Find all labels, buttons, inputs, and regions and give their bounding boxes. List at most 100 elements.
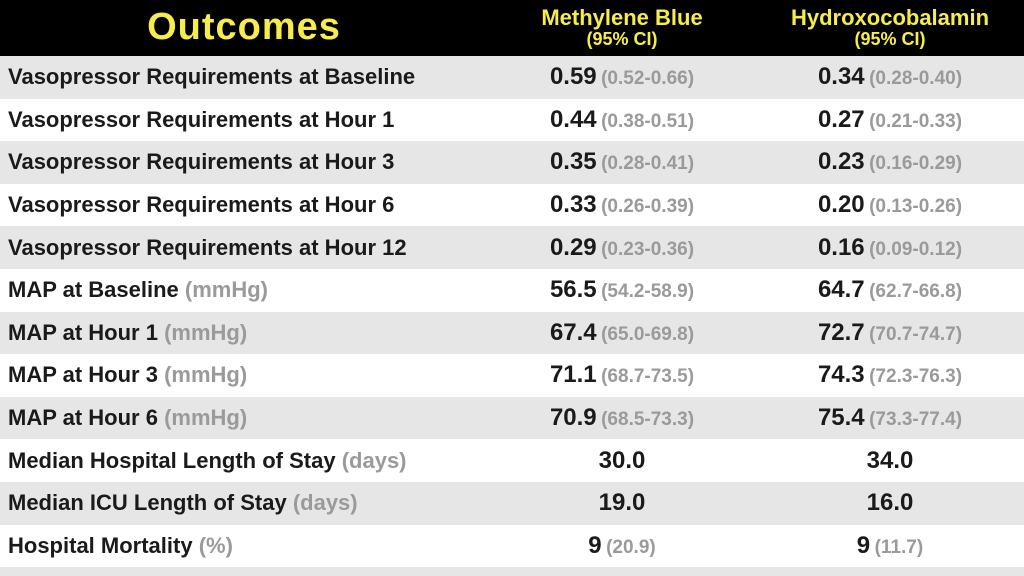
row-value-hc-main: 72.7 bbox=[818, 319, 865, 346]
header-col-mb-sub: (95% CI) bbox=[496, 30, 748, 50]
row-value-mb: 0.33 (0.26-0.39) bbox=[488, 184, 756, 227]
row-label-text: Vasopressor Requirements at Baseline bbox=[8, 64, 415, 89]
row-value-hc: 0.34 (0.28-0.40) bbox=[756, 56, 1024, 99]
table-row: Median ICU Length of Stay (days) 19.0 16.0 bbox=[0, 482, 1024, 525]
row-value-hc-main: 0.16 bbox=[818, 234, 865, 261]
outcomes-table: Outcomes Methylene Blue (95% CI) Hydroxo… bbox=[0, 0, 1024, 567]
row-label: Hospital Mortality (%) bbox=[0, 525, 488, 568]
row-label-unit: (mmHg) bbox=[185, 277, 268, 302]
row-value-mb: 0.59 (0.52-0.66) bbox=[488, 56, 756, 99]
row-value-hc: 0.23 (0.16-0.29) bbox=[756, 141, 1024, 184]
row-value-mb-main: 19.0 bbox=[599, 489, 646, 516]
row-value-hc: 0.16 (0.09-0.12) bbox=[756, 226, 1024, 269]
header-col-hc-sub: (95% CI) bbox=[764, 30, 1016, 50]
row-value-hc: 16.0 bbox=[756, 482, 1024, 525]
row-label-text: MAP at Hour 3 bbox=[8, 362, 158, 387]
row-label-unit: (mmHg) bbox=[164, 362, 247, 387]
table-row: Median Hospital Length of Stay (days)30.… bbox=[0, 439, 1024, 482]
row-value-mb: 70.9 (68.5-73.3) bbox=[488, 397, 756, 440]
row-value-mb: 67.4 (65.0-69.8) bbox=[488, 312, 756, 355]
table-row: Vasopressor Requirements at Hour 1 0.44 (… bbox=[0, 99, 1024, 142]
row-value-mb-main: 0.44 bbox=[550, 106, 597, 133]
row-value-hc-main: 0.34 bbox=[818, 63, 865, 90]
row-value-mb-ci: (0.26-0.39) bbox=[601, 196, 694, 217]
row-value-hc-ci: (11.7) bbox=[875, 537, 924, 558]
row-value-mb: 56.5 (54.2-58.9) bbox=[488, 269, 756, 312]
header-col-mb-name: Methylene Blue bbox=[541, 5, 702, 30]
row-label: Vasopressor Requirements at Baseline bbox=[0, 56, 488, 99]
row-value-mb-main: 71.1 bbox=[550, 361, 597, 388]
row-value-mb-main: 70.9 bbox=[550, 404, 597, 431]
row-value-mb: 0.44 (0.38-0.51) bbox=[488, 99, 756, 142]
table-row: MAP at Hour 6 (mmHg)70.9 (68.5-73.3)75.4… bbox=[0, 397, 1024, 440]
row-value-hc-ci: (70.7-74.7) bbox=[869, 324, 962, 345]
row-value-mb: 0.29 (0.23-0.36) bbox=[488, 226, 756, 269]
row-value-hc-main: 34.0 bbox=[867, 447, 914, 474]
row-value-hc-main: 0.27 bbox=[818, 106, 865, 133]
table-row: Vasopressor Requirements at Hour 12 0.29 … bbox=[0, 226, 1024, 269]
row-value-hc: 74.3 (72.3-76.3) bbox=[756, 354, 1024, 397]
row-value-mb-main: 67.4 bbox=[550, 319, 597, 346]
row-label-unit: (mmHg) bbox=[164, 320, 247, 345]
row-label-text: MAP at Hour 1 bbox=[8, 320, 158, 345]
row-label-text: Median Hospital Length of Stay bbox=[8, 448, 336, 473]
row-label-text: Vasopressor Requirements at Hour 3 bbox=[8, 149, 394, 174]
row-value-hc-ci: (0.13-0.26) bbox=[869, 196, 962, 217]
row-label: Vasopressor Requirements at Hour 3 bbox=[0, 141, 488, 184]
row-value-hc-ci: (73.3-77.4) bbox=[869, 409, 962, 430]
row-value-hc-main: 9 bbox=[857, 532, 870, 559]
table-row: Vasopressor Requirements at Baseline 0.59… bbox=[0, 56, 1024, 99]
row-value-mb-ci: (0.23-0.36) bbox=[601, 239, 694, 260]
row-label-text: Vasopressor Requirements at Hour 12 bbox=[8, 235, 407, 260]
table-body: Vasopressor Requirements at Baseline 0.59… bbox=[0, 56, 1024, 567]
row-value-hc: 72.7 (70.7-74.7) bbox=[756, 312, 1024, 355]
row-value-mb-ci: (0.38-0.51) bbox=[601, 111, 694, 132]
row-label-unit: (days) bbox=[342, 448, 407, 473]
header-col-hc: Hydroxocobalamin (95% CI) bbox=[756, 0, 1024, 56]
table-row: MAP at Hour 3 (mmHg)71.1 (68.7-73.5)74.3… bbox=[0, 354, 1024, 397]
row-value-hc-main: 0.23 bbox=[818, 148, 865, 175]
row-value-mb: 9 (20.9) bbox=[488, 525, 756, 568]
row-label-text: MAP at Baseline bbox=[8, 277, 179, 302]
row-value-mb: 30.0 bbox=[488, 439, 756, 482]
row-value-hc: 64.7 (62.7-66.8) bbox=[756, 269, 1024, 312]
row-label-text: Vasopressor Requirements at Hour 6 bbox=[8, 192, 394, 217]
row-label: Vasopressor Requirements at Hour 1 bbox=[0, 99, 488, 142]
row-label-text: MAP at Hour 6 bbox=[8, 405, 158, 430]
row-value-hc-ci: (0.09-0.12) bbox=[869, 239, 962, 260]
row-value-mb-main: 0.29 bbox=[550, 234, 597, 261]
header-col-hc-name: Hydroxocobalamin bbox=[791, 5, 989, 30]
row-value-mb-ci: (54.2-58.9) bbox=[601, 281, 694, 302]
row-value-hc-ci: (0.16-0.29) bbox=[869, 153, 962, 174]
row-label: Median Hospital Length of Stay (days) bbox=[0, 439, 488, 482]
row-label: MAP at Baseline (mmHg) bbox=[0, 269, 488, 312]
table-row: MAP at Baseline (mmHg)56.5 (54.2-58.9)64… bbox=[0, 269, 1024, 312]
row-value-hc-main: 16.0 bbox=[867, 489, 914, 516]
row-value-mb: 19.0 bbox=[488, 482, 756, 525]
row-value-hc-ci: (72.3-76.3) bbox=[869, 366, 962, 387]
row-value-mb-ci: (0.28-0.41) bbox=[601, 153, 694, 174]
row-value-hc-main: 74.3 bbox=[818, 361, 865, 388]
row-label: Median ICU Length of Stay (days) bbox=[0, 482, 488, 525]
row-label-text: Vasopressor Requirements at Hour 1 bbox=[8, 107, 394, 132]
row-label: Vasopressor Requirements at Hour 12 bbox=[0, 226, 488, 269]
row-label-text: Hospital Mortality bbox=[8, 533, 193, 558]
row-value-hc: 34.0 bbox=[756, 439, 1024, 482]
row-value-hc-main: 64.7 bbox=[818, 276, 865, 303]
table-header-row: Outcomes Methylene Blue (95% CI) Hydroxo… bbox=[0, 0, 1024, 56]
row-value-hc: 9 (11.7) bbox=[756, 525, 1024, 568]
row-value-mb-main: 0.35 bbox=[550, 148, 597, 175]
row-value-mb-ci: (20.9) bbox=[606, 537, 656, 558]
row-label: MAP at Hour 3 (mmHg) bbox=[0, 354, 488, 397]
row-value-hc: 75.4 (73.3-77.4) bbox=[756, 397, 1024, 440]
table-row: Vasopressor Requirements at Hour 6 0.33 (… bbox=[0, 184, 1024, 227]
row-value-mb-main: 9 bbox=[588, 532, 601, 559]
table-row: MAP at Hour 1 (mmHg)67.4 (65.0-69.8)72.7… bbox=[0, 312, 1024, 355]
row-value-mb-ci: (68.5-73.3) bbox=[601, 409, 694, 430]
row-label-unit: (mmHg) bbox=[164, 405, 247, 430]
row-label: Vasopressor Requirements at Hour 6 bbox=[0, 184, 488, 227]
row-value-mb: 71.1 (68.7-73.5) bbox=[488, 354, 756, 397]
row-value-mb-ci: (0.52-0.66) bbox=[601, 68, 694, 89]
header-col-mb: Methylene Blue (95% CI) bbox=[488, 0, 756, 56]
row-label: MAP at Hour 6 (mmHg) bbox=[0, 397, 488, 440]
